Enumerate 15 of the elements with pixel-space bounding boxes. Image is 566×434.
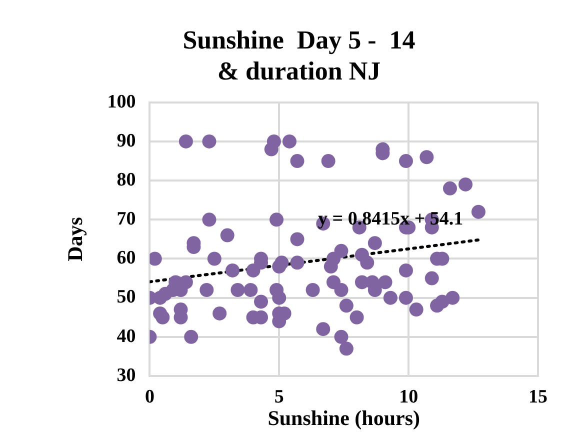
- y-tick-label: 100: [107, 91, 136, 112]
- chart-title: Sunshine Day 5 - 14 & duration NJ: [182, 25, 416, 86]
- y-tick-label: 50: [116, 286, 136, 308]
- y-tick-label: 40: [116, 326, 136, 347]
- x-axis-title: Sunshine (hours): [268, 406, 420, 430]
- y-tick-label: 80: [116, 169, 136, 190]
- x-tick-label: 5: [274, 386, 284, 408]
- y-tick-label: 60: [116, 248, 136, 269]
- y-tick-label: 90: [116, 130, 136, 152]
- y-tick-label: 70: [116, 208, 136, 230]
- x-tick-label: 0: [144, 386, 154, 408]
- x-tick-label: 10: [399, 386, 418, 408]
- x-tick-label: 15: [528, 386, 548, 408]
- y-axis-title: Days: [63, 217, 88, 262]
- y-tick-label: 30: [116, 364, 136, 386]
